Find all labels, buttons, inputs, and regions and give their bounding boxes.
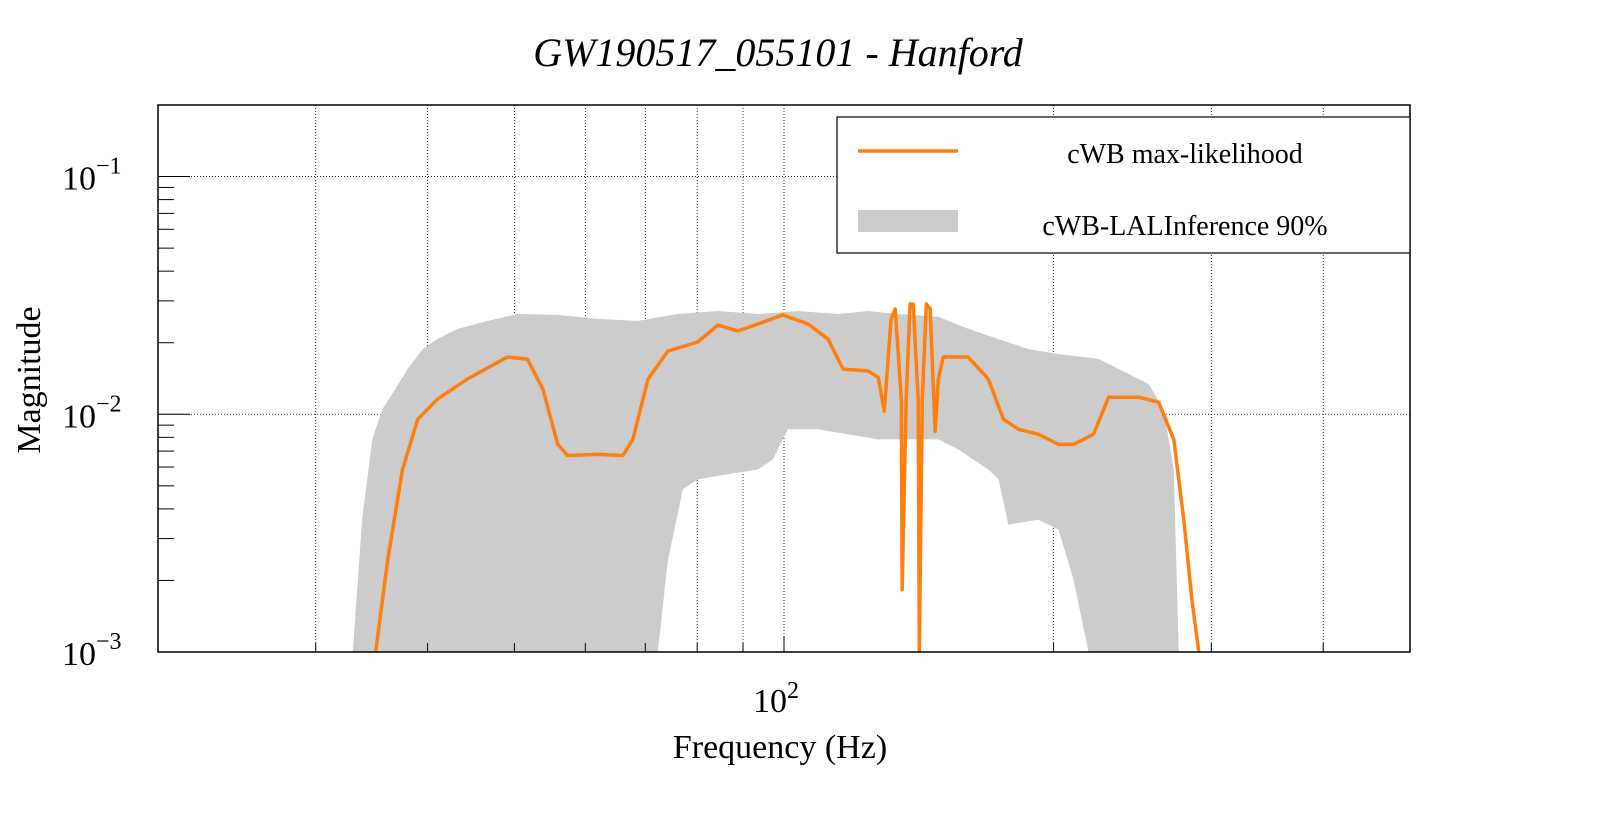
y-tick-label-exponent: −3 [96, 629, 122, 655]
y-tick-label: 10−1 [62, 154, 122, 198]
y-tick-label-exponent: −2 [96, 391, 122, 417]
x-tick-label: 102 [753, 678, 799, 720]
legend: cWB max-likelihood cWB-LALInference 90% [836, 116, 1411, 254]
legend-label-band: cWB-LALInference 90% [1042, 211, 1327, 242]
line-cwb-max-likelihood [373, 302, 1201, 652]
axis-ticks [158, 104, 1324, 653]
y-tick-labels: 10−1 10−2 10−3 [62, 154, 122, 673]
y-axis-label: Magnitude [11, 306, 48, 453]
y-tick-label-exponent: −1 [96, 154, 122, 180]
x-tick-labels: 102 [753, 678, 799, 720]
legend-label-line: cWB max-likelihood [1067, 139, 1303, 170]
x-tick-label-exponent: 2 [787, 678, 799, 704]
legend-band-swatch [858, 210, 958, 232]
chart-title: GW190517_055101 - Hanford [533, 30, 1024, 75]
band-cwb-lalinference-90 [352, 310, 1179, 652]
y-tick-label: 10−3 [62, 629, 122, 673]
y-tick-label: 10−2 [62, 391, 122, 435]
x-axis-label: Frequency (Hz) [673, 729, 887, 766]
